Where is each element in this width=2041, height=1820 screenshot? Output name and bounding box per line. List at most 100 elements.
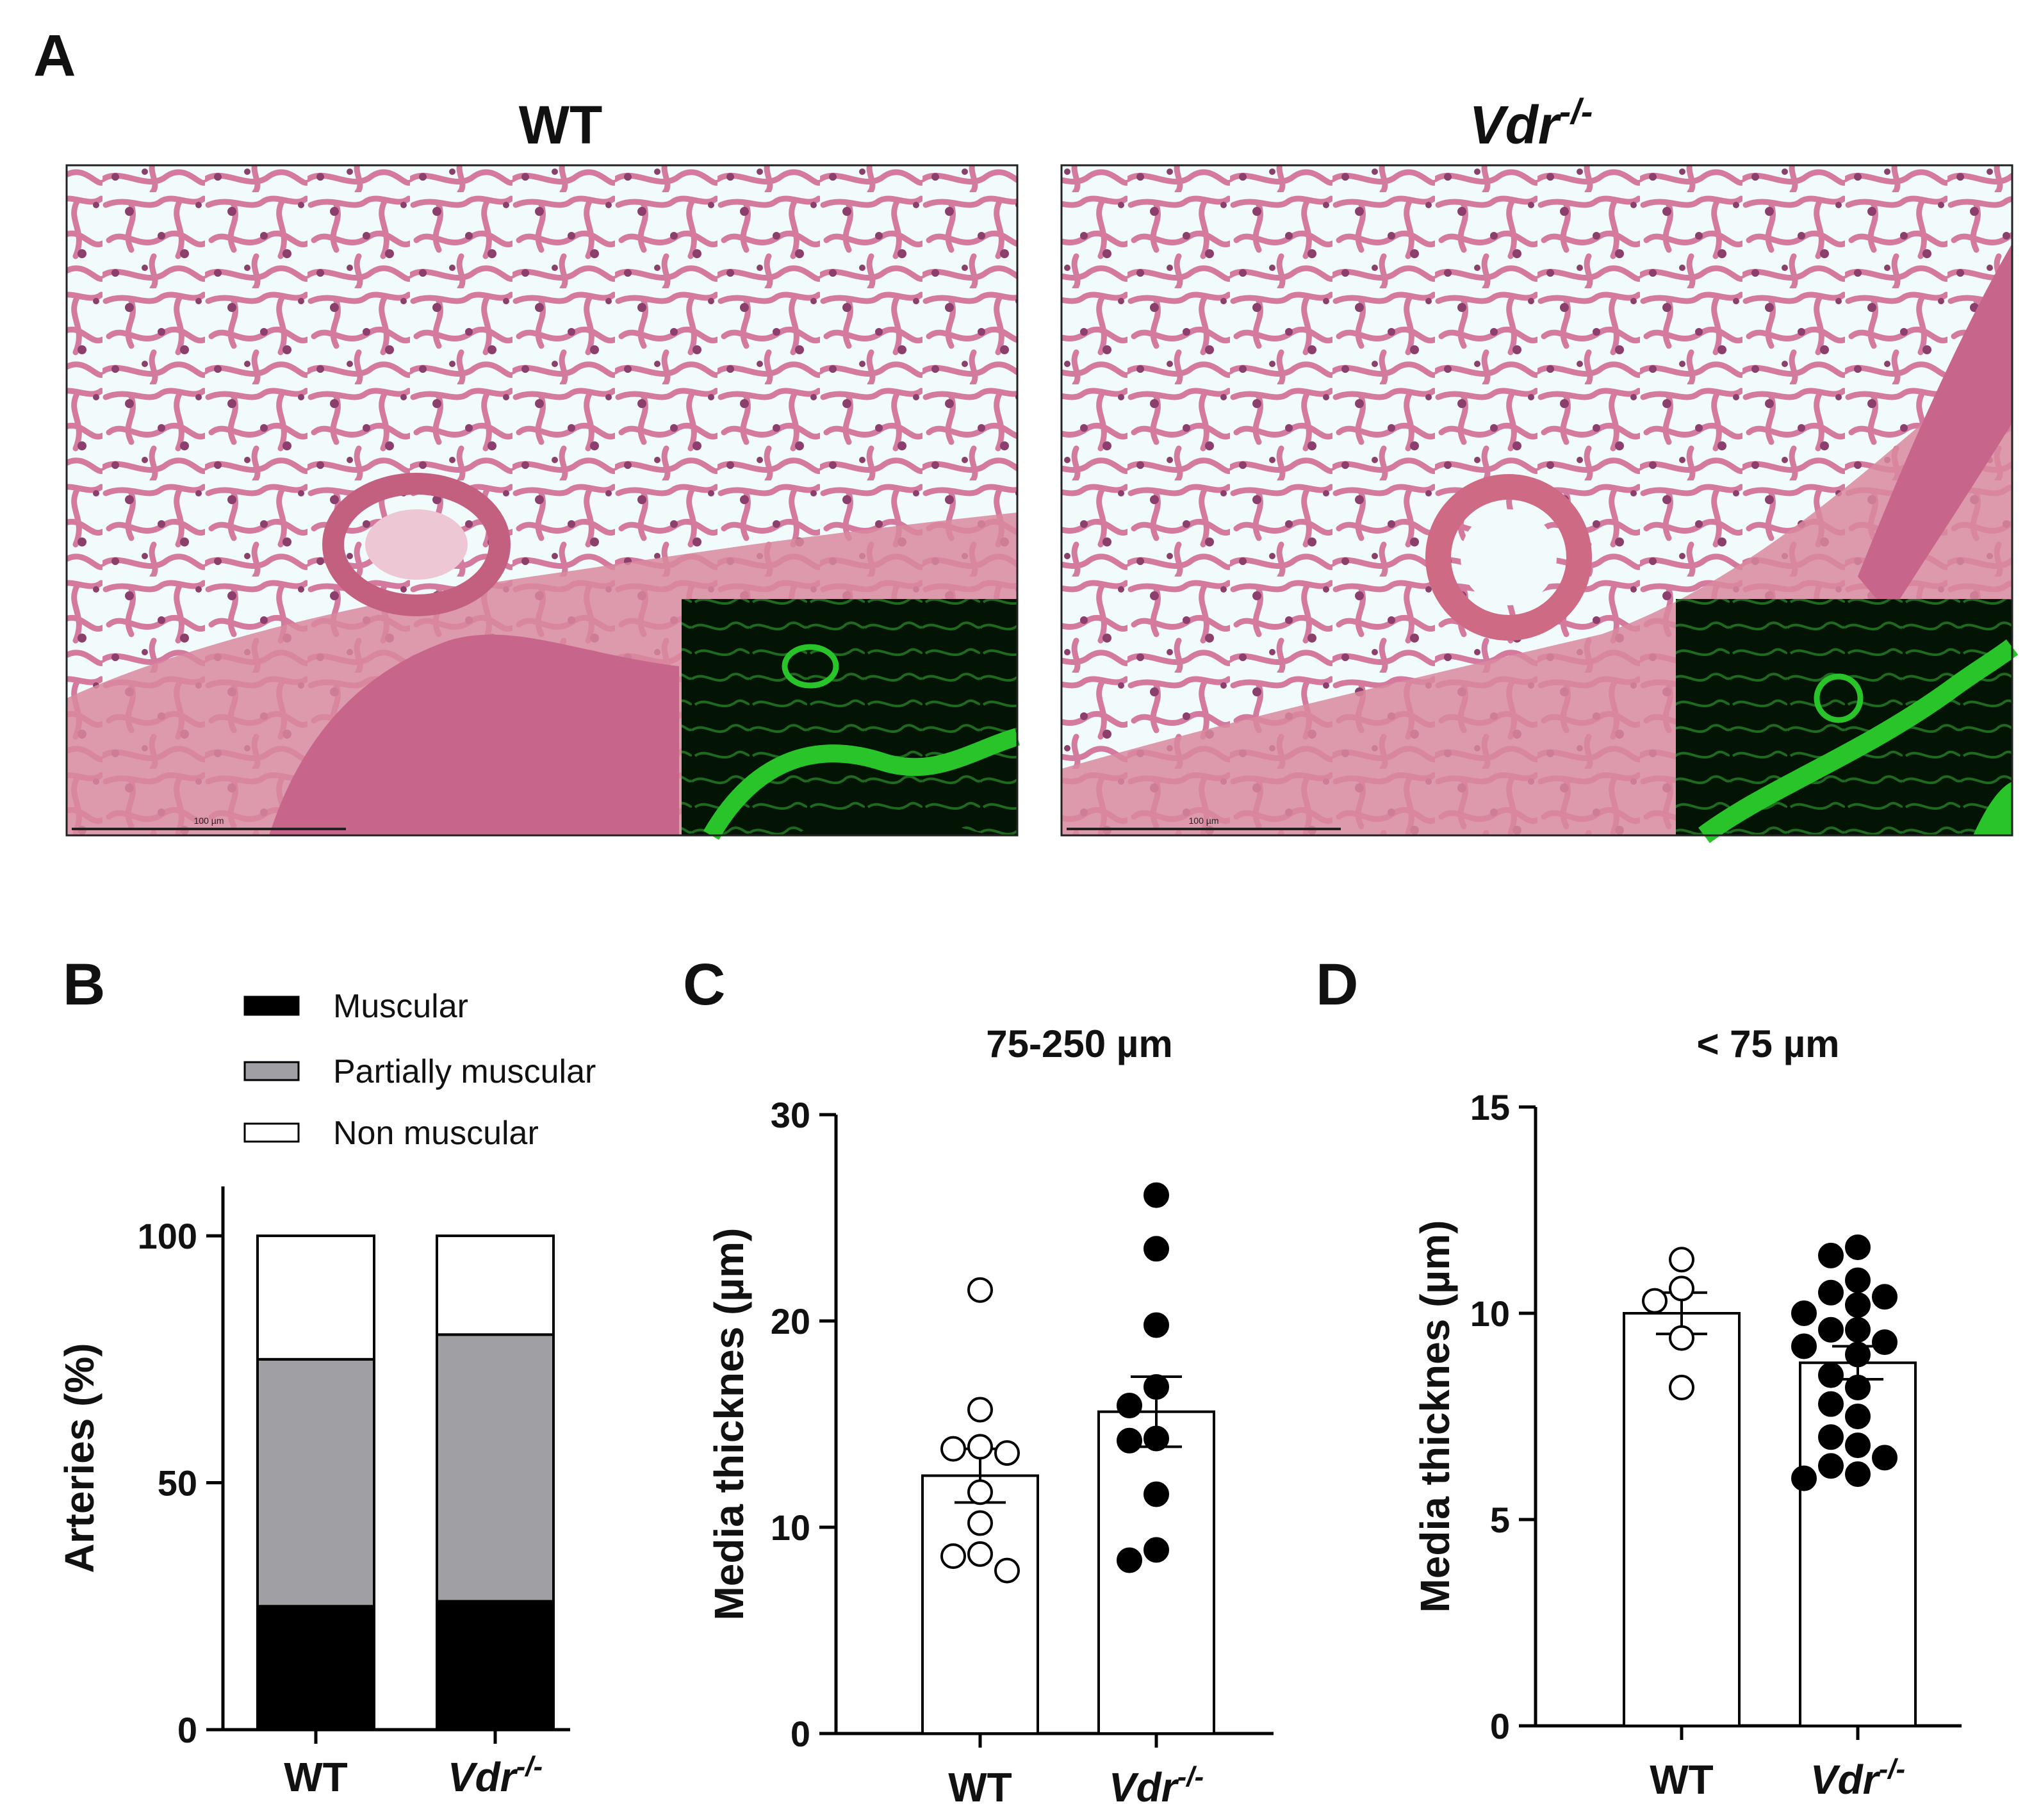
d-point-1-17	[1845, 1432, 1871, 1459]
c-x-tick-label-0: WT	[948, 1764, 1012, 1810]
legend-entry-non-muscular: Non muscular	[243, 1115, 539, 1152]
d-point-1-4	[1872, 1284, 1898, 1310]
d-point-1-5	[1845, 1292, 1871, 1318]
d-point-1-8	[1818, 1316, 1844, 1343]
legend-label-muscular: Muscular	[333, 988, 468, 1025]
c-point-0-4	[994, 1440, 1020, 1466]
wt-image-title: WT	[519, 95, 603, 155]
panel-b-legend: Muscular Partially muscular Non muscular	[243, 988, 596, 1152]
vdr-scale-bar: 100 µm	[1067, 816, 1341, 830]
c-y-axis-title: Media thicknes (µm)	[706, 1228, 752, 1621]
c-point-1-7	[1143, 1481, 1169, 1507]
d-mean-bar-0	[1623, 1312, 1741, 1727]
wt-scale-bar: 100 µm	[72, 816, 346, 830]
c-point-0-3	[940, 1436, 966, 1462]
legend-label-partially-muscular: Partially muscular	[333, 1053, 596, 1090]
c-point-1-9	[1117, 1547, 1142, 1573]
svg-text:100 µm: 100 µm	[194, 816, 224, 826]
c-y-tick-label-0: 0	[791, 1714, 810, 1754]
b-y-axis-title: Arteries (%)	[56, 1343, 102, 1573]
b-bar-non-muscular-1	[436, 1234, 555, 1336]
panel-c-letter: C	[683, 952, 725, 1017]
c-y-tick-label-30: 30	[771, 1095, 810, 1135]
b-bar-non-muscular-0	[256, 1234, 375, 1361]
legend-swatch-muscular	[243, 996, 300, 1016]
d-point-1-0	[1845, 1234, 1871, 1260]
panel-a: A WT Vdr-/- 100 µm	[33, 23, 2019, 844]
d-point-1-15	[1845, 1404, 1871, 1429]
b-y-tick-label-100: 100	[138, 1216, 197, 1256]
panel-c: C 75-250 µm 0 10 20 30 Media thicknes (µm) WT V…	[683, 952, 1274, 1810]
b-bar-partially-muscular-1	[436, 1333, 555, 1603]
c-point-0-9	[994, 1557, 1020, 1584]
legend-entry-muscular: Muscular	[243, 988, 468, 1025]
c-point-0-8	[940, 1543, 966, 1570]
legend-swatch-partially-muscular	[243, 1061, 300, 1081]
d-x-tick-label-1: Vdr-/-	[1810, 1753, 1905, 1803]
d-point-1-10	[1791, 1333, 1817, 1359]
b-x-tick-label-0: WT	[284, 1754, 348, 1800]
d-point-0-1	[1669, 1275, 1694, 1302]
svg-text:100 µm: 100 µm	[1189, 816, 1219, 826]
panel-a-letter: A	[33, 23, 76, 88]
d-point-1-1	[1818, 1242, 1844, 1268]
c-point-1-4	[1117, 1393, 1142, 1419]
d-point-1-14	[1818, 1391, 1844, 1417]
panel-d: D < 75 µm 0 5 10 15 Media thicknes (µm) WT Vdr-…	[1316, 952, 1962, 1803]
panel-b-letter: B	[63, 952, 105, 1017]
wt-fluorescence-inset	[682, 599, 1020, 840]
d-point-0-0	[1669, 1247, 1694, 1273]
scatter-bar-chart-c: 75-250 µm 0 10 20 30 Media thicknes (µm) WT Vdr…	[706, 1022, 1274, 1810]
d-point-1-11	[1845, 1341, 1871, 1368]
d-point-1-13	[1845, 1374, 1871, 1400]
c-point-0-6	[967, 1510, 993, 1536]
c-x-tick-label-1: Vdr-/-	[1109, 1761, 1204, 1811]
d-point-1-3	[1818, 1279, 1844, 1306]
c-point-0-0	[967, 1277, 993, 1303]
d-chart-subtitle: < 75 µm	[1696, 1022, 1839, 1065]
d-point-0-4	[1669, 1374, 1694, 1400]
b-bar-partially-muscular-0	[256, 1357, 375, 1608]
b-y-tick-label-0: 0	[177, 1710, 197, 1750]
legend-entry-partially-muscular: Partially muscular	[243, 1053, 596, 1090]
d-point-1-9	[1872, 1329, 1898, 1356]
legend-label-non-muscular: Non muscular	[333, 1115, 539, 1152]
d-y-tick-label-15: 15	[1470, 1087, 1510, 1127]
d-point-1-19	[1818, 1453, 1844, 1479]
b-bar-muscular-0	[256, 1605, 375, 1731]
d-point-1-21	[1791, 1465, 1817, 1491]
panel-b: B Muscular Partially muscular Non muscul…	[56, 952, 596, 1800]
c-mean-bar-1	[1097, 1410, 1215, 1735]
d-y-tick-label-5: 5	[1490, 1500, 1510, 1540]
d-x-tick-label-0: WT	[1650, 1757, 1714, 1803]
scatter-bar-chart-d: < 75 µm 0 5 10 15 Media thicknes (µm) WT Vdr-/-	[1412, 1022, 1962, 1803]
c-chart-subtitle: 75-250 µm	[986, 1022, 1172, 1065]
d-point-0-2	[1642, 1288, 1668, 1314]
d-y-tick-label-0: 0	[1490, 1706, 1510, 1746]
d-point-0-3	[1669, 1325, 1694, 1351]
d-point-1-6	[1791, 1300, 1817, 1326]
wt-micrograph: 100 µm	[65, 164, 1020, 840]
c-point-0-7	[967, 1541, 993, 1567]
d-point-1-2	[1845, 1267, 1871, 1293]
panel-d-letter: D	[1316, 952, 1358, 1017]
b-bar-muscular-1	[436, 1600, 555, 1732]
c-y-tick-label-20: 20	[771, 1301, 810, 1341]
c-point-0-2	[967, 1434, 993, 1460]
c-point-1-3	[1143, 1374, 1169, 1400]
c-point-1-5	[1143, 1425, 1169, 1452]
c-point-1-0	[1143, 1182, 1169, 1208]
d-point-1-7	[1845, 1316, 1871, 1343]
d-point-1-20	[1845, 1461, 1871, 1488]
c-point-1-6	[1117, 1427, 1142, 1454]
vdr-image-title: Vdr-/-	[1470, 91, 1593, 156]
c-point-1-8	[1143, 1537, 1169, 1563]
legend-swatch-non-muscular	[243, 1122, 300, 1143]
c-point-1-2	[1143, 1312, 1169, 1338]
vdr-micrograph: 100 µm	[1060, 164, 2019, 844]
b-x-tick-label-1: Vdr-/-	[448, 1751, 543, 1801]
d-y-tick-label-10: 10	[1470, 1293, 1510, 1334]
c-point-0-5	[967, 1479, 993, 1505]
d-y-axis-title: Media thicknes (µm)	[1412, 1220, 1458, 1613]
